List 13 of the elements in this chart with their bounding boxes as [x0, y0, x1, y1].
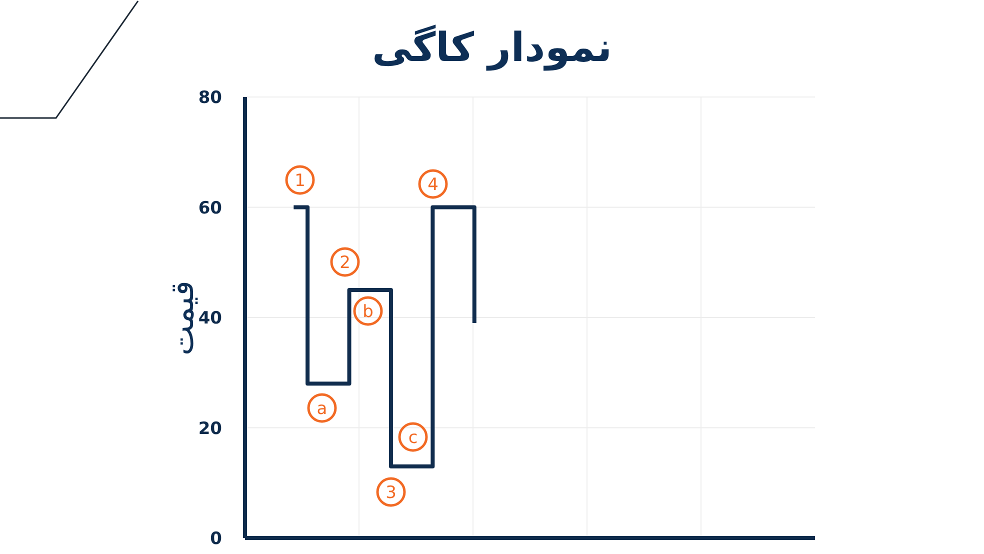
annotation: 4 [428, 175, 438, 195]
annotation: 1 [294, 171, 306, 191]
y-tick-label: 80 [198, 88, 222, 108]
annotation: 3 [386, 483, 396, 503]
chart-title: نمودار کاگی [372, 24, 612, 71]
y-tick-label: 20 [198, 418, 222, 439]
y-tick-label: 60 [198, 198, 222, 218]
annotation: a [316, 399, 328, 419]
annotation: c [408, 428, 418, 448]
y-tick-label: 40 [198, 308, 222, 329]
annotation: 2 [340, 253, 350, 273]
y-tick-label: 0 [210, 529, 222, 550]
annotation: b [362, 302, 374, 322]
